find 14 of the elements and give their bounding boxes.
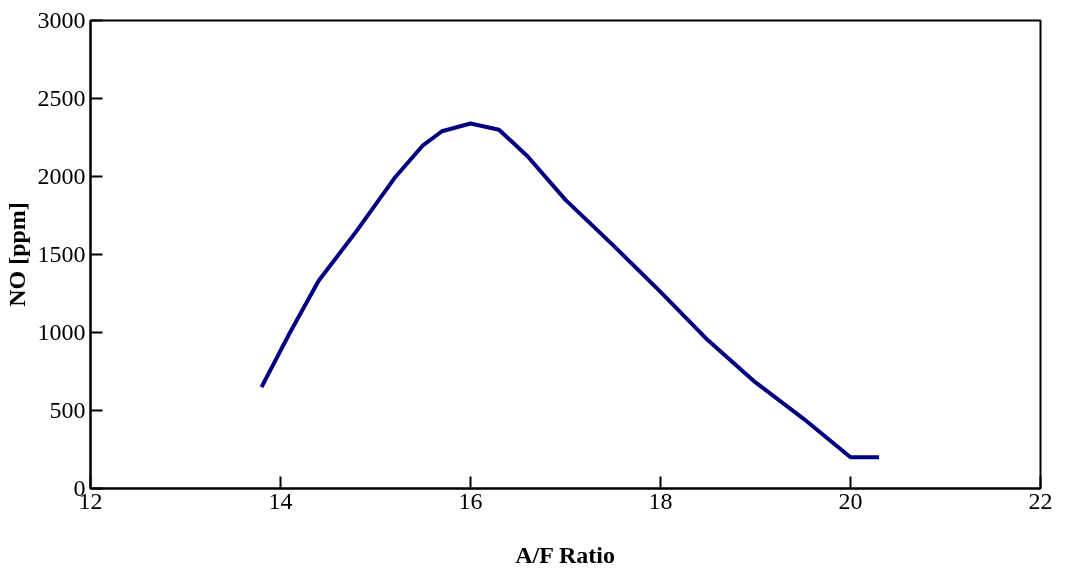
y-tick-label: 1000 [37, 319, 86, 345]
x-tick-label: 20 [838, 487, 863, 514]
x-tick-label: 22 [1028, 487, 1053, 514]
y-axis-title: NO [ppm] [3, 202, 30, 307]
y-tick-label: 2500 [37, 85, 86, 111]
x-tick-label: 18 [648, 487, 673, 514]
y-tick-label: 3000 [37, 7, 86, 33]
y-tick-label: 500 [49, 397, 86, 423]
x-axis-title: A/F Ratio [515, 541, 615, 568]
y-tick-label: 1500 [37, 241, 86, 267]
line-series [259, 121, 881, 460]
x-tick-label: 16 [458, 487, 483, 514]
x-tick-label: 14 [268, 487, 293, 514]
y-tick-label: 2000 [37, 163, 86, 189]
